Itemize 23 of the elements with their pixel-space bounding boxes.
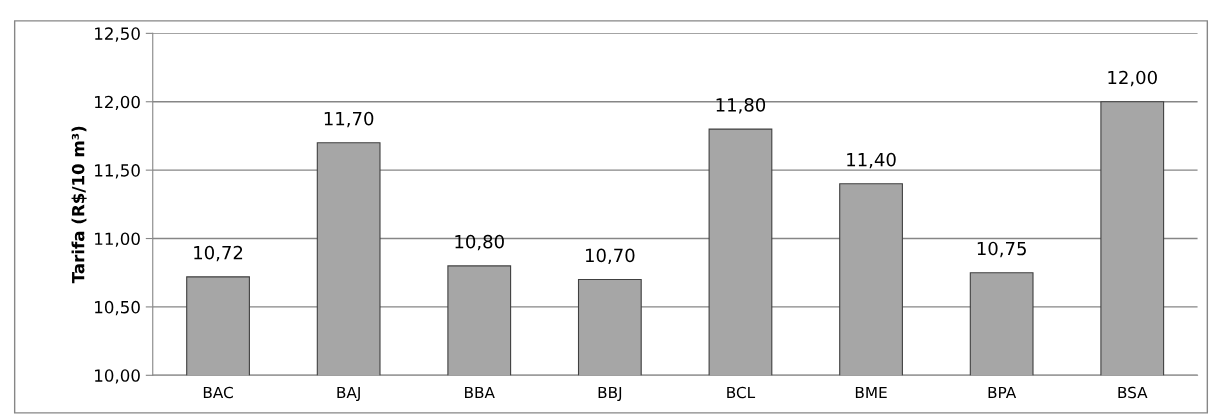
y-tick-label: 12,00 [95, 95, 140, 111]
y-tick-label: 11,50 [95, 164, 140, 179]
x-tick-label: BCL [727, 386, 756, 399]
data-label: 10,80 [455, 234, 504, 251]
data-label: 12,00 [1108, 70, 1157, 87]
data-label: 11,70 [324, 111, 374, 128]
data-label: 10,70 [585, 248, 635, 265]
y-tick-label: 12,50 [95, 27, 140, 42]
data-label: 11,40 [847, 152, 896, 169]
y-axis-title: Tarifa (R$/10 m³) [71, 126, 87, 284]
y-tick-label: 11,00 [95, 232, 140, 247]
x-tick-label: BAJ [337, 386, 360, 402]
x-tick-label: BME [855, 386, 887, 399]
x-tick-label: BBA [465, 386, 495, 399]
x-tick-label: BSA [1118, 386, 1148, 399]
data-label: 10,72 [194, 245, 243, 262]
x-tick-label: BPA [988, 386, 1017, 399]
data-label: 11,80 [716, 98, 766, 114]
x-tick-label: BAC [203, 386, 233, 399]
y-tick-label: 10,50 [95, 300, 140, 316]
x-tick-label: BBJ [598, 386, 622, 402]
y-tick-label: 10,00 [95, 369, 140, 384]
data-label: 10,75 [977, 241, 1026, 258]
